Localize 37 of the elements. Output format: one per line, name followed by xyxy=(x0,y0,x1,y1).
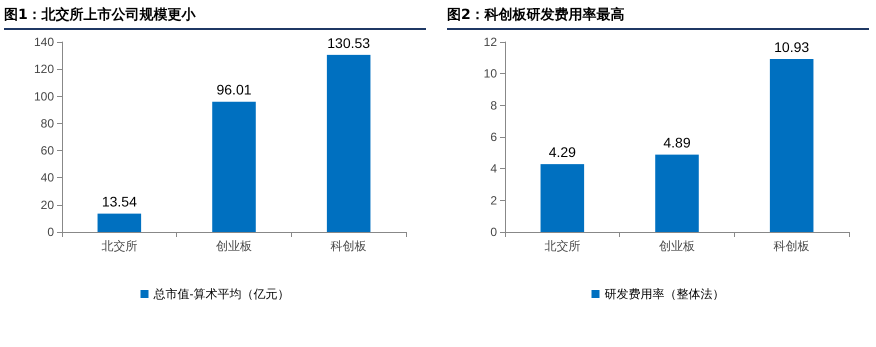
bar xyxy=(98,214,142,232)
bar xyxy=(326,54,370,232)
x-tick-label: 科创板 xyxy=(330,239,367,253)
y-tick-label: 20 xyxy=(40,198,54,212)
data-label: 4.89 xyxy=(663,134,691,151)
y-tick-label: 100 xyxy=(34,89,54,104)
chart-title: 图2：科创板研发费用率最高 xyxy=(447,4,869,30)
y-tick-label: 80 xyxy=(40,116,54,130)
data-label: 10.93 xyxy=(774,38,810,55)
y-tick-label: 12 xyxy=(484,35,498,49)
y-tick-label: 6 xyxy=(490,130,498,144)
y-tick-label: 0 xyxy=(47,225,54,239)
data-label: 96.01 xyxy=(216,82,252,98)
legend-label: 研发费用率（整体法） xyxy=(604,287,724,301)
bar xyxy=(770,58,814,232)
chart-title: 图1：北交所上市公司规模更小 xyxy=(4,4,426,30)
y-tick-label: 8 xyxy=(490,98,498,112)
data-label: 13.54 xyxy=(102,194,138,210)
bar xyxy=(540,164,584,232)
y-tick-label: 4 xyxy=(490,162,498,176)
x-tick-label: 创业板 xyxy=(659,239,695,253)
data-label: 4.29 xyxy=(548,144,576,160)
y-tick-label: 60 xyxy=(40,144,54,158)
x-tick-label: 北交所 xyxy=(101,239,138,253)
y-tick-label: 10 xyxy=(484,66,498,81)
y-tick-label: 0 xyxy=(490,225,498,239)
x-tick-label: 北交所 xyxy=(544,239,580,253)
x-tick-label: 创业板 xyxy=(216,239,252,253)
bar xyxy=(212,102,256,232)
legend-label: 总市值-算术平均（亿元） xyxy=(152,287,290,301)
y-tick-label: 120 xyxy=(34,62,54,76)
y-tick-label: 40 xyxy=(40,170,54,185)
y-tick-label: 2 xyxy=(490,193,498,208)
y-tick-label: 140 xyxy=(34,35,54,49)
bar xyxy=(655,154,699,232)
data-label: 130.53 xyxy=(327,34,370,51)
x-tick-label: 科创板 xyxy=(774,239,810,253)
